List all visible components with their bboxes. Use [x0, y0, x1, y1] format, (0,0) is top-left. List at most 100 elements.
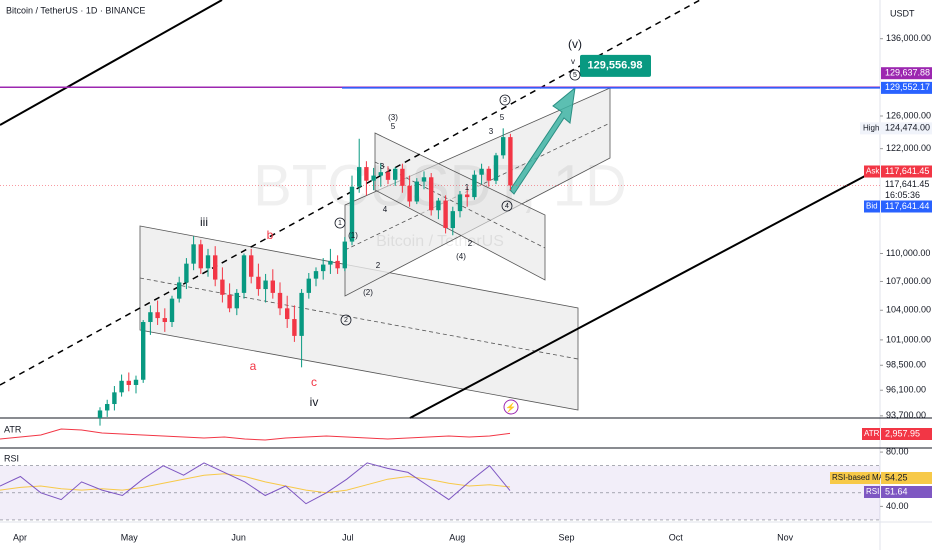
high-label: 124,474.00	[885, 123, 930, 133]
wave-label: 1	[338, 220, 342, 227]
channel-mid	[139, 277, 579, 360]
wave-label: iii	[200, 215, 208, 229]
y-tick-label: 107,000.00	[886, 276, 931, 286]
wave-label: (2)	[363, 288, 373, 297]
candle-body	[436, 200, 441, 211]
level-label: 129,552.17	[885, 82, 930, 92]
candle-body	[393, 168, 398, 180]
atr-tag-bg	[862, 428, 880, 440]
atr-label: 2,957.95	[885, 428, 920, 438]
currency: USDT	[890, 8, 915, 18]
event-icon[interactable]	[503, 399, 519, 415]
x-tick-label: Jul	[342, 532, 354, 542]
wave-circle	[569, 69, 581, 81]
bid-label-bg	[881, 200, 932, 213]
candle-body	[421, 177, 427, 182]
y-tick-label: 101,000.00	[886, 334, 931, 344]
candle-body	[184, 263, 189, 283]
wave-label: 4	[383, 205, 388, 214]
candle-body	[119, 380, 124, 393]
candle-body	[256, 276, 261, 290]
candle-body	[292, 319, 297, 336]
candle-body	[407, 185, 412, 202]
candle-body	[501, 137, 506, 156]
candle-body	[148, 312, 153, 323]
candle-body	[162, 318, 167, 323]
candle-body	[465, 194, 470, 198]
candle-body	[133, 379, 139, 385]
y-tick-label: 136,000.00	[886, 33, 931, 43]
wave-label: (v)	[568, 37, 582, 51]
rsi-tag-bg	[864, 486, 880, 498]
candle-body	[155, 312, 160, 319]
candle-body	[220, 279, 225, 295]
y-tick-label: 96,100.00	[886, 385, 926, 395]
y-tick-label: 122,000.00	[886, 143, 931, 153]
wave-label: (3)	[388, 113, 398, 122]
wave-label: v	[571, 57, 575, 66]
candle-body	[364, 167, 369, 181]
wave-circle	[340, 314, 352, 326]
candle-body	[213, 255, 218, 280]
rsi-ma-label: 54.25	[885, 472, 908, 482]
target-label: 129,556.98	[587, 60, 642, 72]
y-tick-label: 126,000.00	[886, 110, 931, 120]
countdown: 16:05:36	[885, 190, 920, 200]
wave-label: 3	[380, 162, 385, 171]
candle-body	[299, 292, 304, 336]
level-label-bg	[881, 67, 932, 80]
wave-label: iv	[310, 395, 319, 409]
candle-body	[443, 200, 448, 229]
candle-body	[205, 255, 211, 269]
candle-body	[227, 294, 232, 309]
bid-tag-bg	[864, 200, 880, 213]
candle-body	[97, 410, 103, 418]
wave-label: (1)	[348, 231, 358, 240]
rsi-ma-line	[0, 473, 511, 494]
trend-line	[409, 167, 881, 419]
wave-label: 4	[505, 203, 509, 210]
candle-body	[378, 172, 383, 176]
y-tick-label: 110,000.00	[886, 248, 930, 258]
candle-body	[105, 404, 110, 411]
ask-tag-bg	[864, 165, 880, 178]
wave-label: 2	[376, 261, 381, 270]
y-tick-label: 104,000.00	[886, 305, 931, 315]
candle-body	[277, 292, 283, 309]
candle-body	[508, 137, 513, 186]
candle-body	[112, 392, 117, 405]
atr-label-bg	[881, 428, 932, 440]
wave-label: 3	[503, 97, 507, 104]
candle-body	[400, 168, 405, 186]
candle-body	[249, 255, 254, 277]
wave-label: 5	[391, 122, 396, 131]
target-box	[580, 54, 651, 77]
x-tick-label: Oct	[669, 532, 684, 542]
candle-body	[328, 260, 333, 265]
last-price: 117,641.45	[885, 179, 929, 189]
wave-label: (4)	[456, 252, 466, 261]
ask-label: 117,641.45	[885, 166, 929, 176]
wave-label: 1	[465, 183, 470, 192]
candle-body	[177, 282, 182, 299]
rsi-ma-tag: RSI-based MA	[832, 473, 885, 482]
ask-label-bg	[881, 165, 932, 178]
rsi-ma-tag-bg	[830, 472, 880, 484]
x-tick-label: Nov	[777, 532, 794, 542]
rsi-tag: RSI	[866, 487, 879, 496]
y-tick-label: 40.00	[886, 501, 909, 511]
wave-label: 2	[344, 317, 348, 324]
candle-body	[385, 172, 391, 180]
y-tick-label: 93,700.00	[886, 410, 926, 420]
wave-label: a	[250, 359, 257, 373]
rsi-name: RSI	[4, 453, 19, 463]
candle-body	[313, 271, 319, 279]
candle-body	[479, 168, 484, 175]
atr-line	[0, 428, 511, 441]
rsi-ma-label-bg	[881, 472, 932, 484]
bid-label: 117,641.44	[885, 201, 929, 211]
candle-body	[371, 175, 376, 181]
wave-label: 3	[489, 127, 494, 136]
chart-title: Bitcoin / TetherUS · 1D · BINANCE	[6, 5, 145, 15]
